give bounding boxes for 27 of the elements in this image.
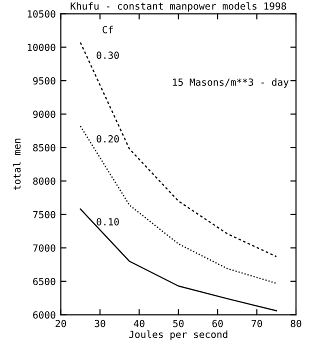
legend-title: Cf	[102, 26, 113, 34]
x-tick-label: 50	[173, 320, 184, 328]
y-tick-label: 10000	[28, 44, 56, 52]
line-series	[80, 208, 278, 312]
y-tick-label: 7500	[33, 210, 56, 218]
y-tick-label: 8500	[33, 144, 56, 152]
y-axis-title: total men	[13, 138, 21, 190]
y-tick-label: 6500	[33, 278, 56, 286]
y-tick-label: 9000	[33, 110, 56, 118]
y-tick-label: 9500	[33, 77, 56, 85]
x-tick-label: 40	[134, 320, 144, 328]
series-label: 0.20	[96, 135, 119, 143]
x-tick-label: 80	[290, 320, 302, 328]
line-series	[80, 126, 278, 284]
x-tick-label: 30	[94, 320, 106, 328]
chart-title: Khufu - constant manpower models 1998	[70, 2, 286, 12]
y-tick-label: 10500	[28, 10, 56, 18]
y-tick-label: 8000	[33, 177, 56, 185]
x-tick-label: 20	[56, 320, 66, 328]
y-tick-label: 7000	[33, 244, 56, 252]
x-axis-title: Joules per second	[129, 330, 228, 340]
annotation: 15 Masons/m**3 - day	[173, 78, 289, 88]
x-tick-label: 60	[212, 320, 223, 328]
series-label: 0.10	[96, 218, 119, 226]
y-tick-label: 6000	[33, 311, 56, 319]
x-tick-label: 70	[252, 320, 262, 328]
series-label: 0.30	[96, 52, 119, 59]
